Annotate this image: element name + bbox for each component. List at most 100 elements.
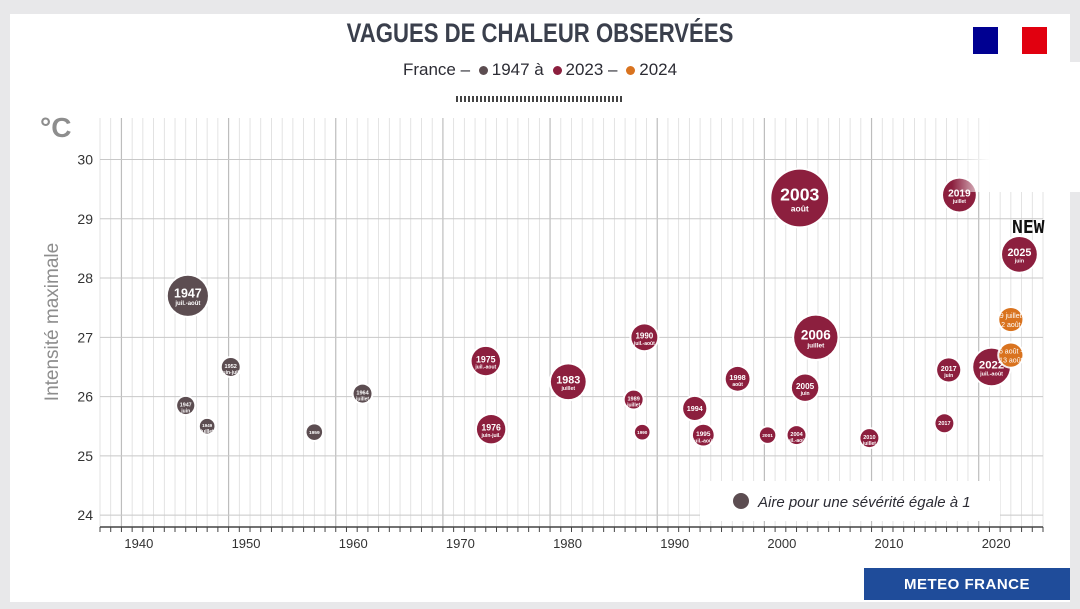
- bubble-circle: [199, 418, 215, 434]
- bubble-period: juil.-août: [785, 438, 807, 444]
- bubble-circle: [999, 343, 1023, 367]
- bubble-circle: [471, 346, 500, 376]
- x-tick-label: 1960: [339, 536, 368, 551]
- bubble-year: 1989: [627, 396, 639, 402]
- chart-subtitle: France – 1947 à 2023 – 2024: [0, 60, 1080, 80]
- bubble: 29 juillet - 2 août: [996, 305, 1027, 334]
- y-tick-label: 24: [77, 507, 93, 523]
- flag-red: [1022, 27, 1048, 54]
- bubble-circle: [787, 426, 806, 445]
- bubble-year: 2004: [790, 432, 803, 438]
- chart-title: VAGUES DE CHALEUR OBSERVÉES: [346, 18, 734, 48]
- bubble-period: août: [791, 203, 809, 213]
- bubble: 1959: [304, 422, 325, 442]
- bubble-period: juin-juil.: [481, 433, 502, 439]
- bubble-label: 13 août: [999, 357, 1022, 364]
- bubble-circle: [771, 169, 829, 227]
- bubble-period: août: [732, 382, 743, 388]
- bubble-year: 2006: [801, 327, 831, 342]
- bubble-year: 1994: [687, 405, 703, 413]
- subtitle-range-a: 1947 à: [491, 60, 544, 79]
- bubble-label: 6 août -: [999, 349, 1023, 356]
- x-tick-label: 1990: [660, 536, 689, 551]
- y-unit-label: °C: [40, 112, 71, 143]
- subtitle-range-b: 2023 –: [565, 60, 618, 79]
- bubble-year: 1959: [309, 430, 320, 436]
- bubble-year: 1990: [637, 430, 648, 435]
- bubble-circle: [624, 390, 643, 409]
- bubble-period: juil.-août: [692, 438, 714, 444]
- bubble-period: juillet: [200, 429, 214, 435]
- bubble-period: juin-juil.: [220, 370, 241, 376]
- flag-blue: [973, 27, 998, 54]
- bubble-year: 1952: [225, 364, 237, 370]
- bubble-period: juin: [943, 373, 953, 379]
- bubble-circle: [683, 396, 707, 421]
- y-tick-label: 25: [77, 448, 93, 464]
- x-tick-label: 2010: [875, 536, 904, 551]
- bubble-year: 1947: [180, 402, 192, 408]
- bubble-period: juil.-août: [633, 341, 655, 347]
- y-tick-label: 30: [77, 151, 93, 167]
- y-axis-label: Intensité maximale: [42, 243, 63, 401]
- bubble-year: 1990: [635, 332, 653, 341]
- bubble-year: 1995: [696, 431, 711, 438]
- y-tick-label: 27: [77, 329, 93, 345]
- bubble-year: 2005: [796, 382, 815, 391]
- bubble-circle: [999, 307, 1023, 332]
- x-tick-label: 1980: [553, 536, 582, 551]
- bubble-year: 2017: [941, 365, 957, 373]
- bubble-circle: [221, 357, 240, 376]
- x-tick-label: 1940: [124, 536, 153, 551]
- bubble-circle: [634, 424, 650, 440]
- bubble-period: juin: [800, 391, 810, 397]
- meteo-france-logo: METEO FRANCE: [864, 568, 1070, 600]
- y-tick-label: 26: [77, 389, 93, 405]
- recent-dot-icon: [552, 65, 562, 75]
- bubble: 1994: [681, 394, 709, 423]
- bubble-period: juin: [180, 409, 190, 415]
- bubble-circle: [791, 374, 819, 401]
- bubble-circle: [692, 424, 714, 446]
- y-tick-label: 29: [77, 211, 93, 227]
- size-legend-box: [700, 481, 1000, 521]
- bubble-year: 2017: [938, 421, 950, 427]
- bubble-label: 29 juillet -: [996, 313, 1027, 320]
- bubble-year: 1949: [202, 423, 213, 428]
- bubble-period: juil.-août: [979, 372, 1003, 378]
- bubble: 6 août -13 août: [997, 341, 1025, 369]
- flag-white: [997, 27, 1023, 54]
- year-2024-dot-icon: [626, 65, 636, 75]
- size-legend: Aire pour une sévérité égale à 1: [700, 481, 1000, 521]
- bubble-circle: [759, 427, 776, 443]
- bubble-circle: [306, 424, 323, 440]
- y-tick-label: 28: [77, 270, 93, 286]
- bubble-year: 1998: [729, 373, 745, 382]
- bubble-circle: [725, 366, 750, 391]
- bubble-period: juin: [1014, 258, 1024, 264]
- bubble-period: juillet: [560, 386, 575, 392]
- bubble: 2001: [757, 425, 778, 445]
- bubble-year: 1947: [174, 287, 202, 301]
- x-tick-label: 2000: [767, 536, 796, 551]
- bubble-period: juillet: [862, 441, 876, 447]
- bubble-year: 2025: [1007, 247, 1031, 259]
- axes: 1940 1950 1960 1970 1980 1990 2000 2010 2020 24 25…: [40, 112, 1044, 551]
- bubble-period: juillet: [355, 397, 369, 403]
- historic-dot-icon: [478, 65, 488, 75]
- bubble-year: 2010: [863, 435, 875, 441]
